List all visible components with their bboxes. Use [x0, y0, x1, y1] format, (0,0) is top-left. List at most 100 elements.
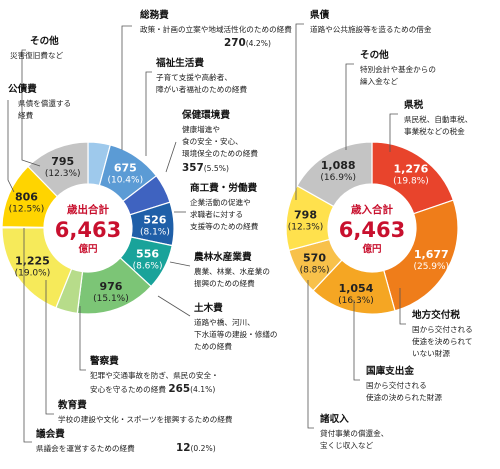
label-kensai: 県債 道路や公共施設等を造るための借金 [310, 9, 432, 34]
category-name: 総務費 [140, 9, 169, 21]
leader-line [389, 113, 398, 152]
slice-その他 [296, 141, 373, 208]
slice-pct-label: (8.6%) [133, 262, 163, 272]
category-name: 議会費 [36, 428, 65, 440]
leader-line [23, 228, 32, 443]
leader-line [399, 288, 406, 325]
svg-text:事業税などの税金: 事業税などの税金 [404, 126, 465, 136]
leader-line [45, 280, 54, 415]
svg-text:振興のための経費: 振興のための経費 [194, 278, 255, 288]
svg-text:食の安全・安心、: 食の安全・安心、 [182, 136, 243, 146]
slice-pct-label: (8.8%) [300, 265, 330, 275]
slice-value-label: 795 [51, 155, 74, 168]
slice-value-label: 675 [114, 161, 137, 174]
svg-text:企業活動の促進や: 企業活動の促進や [190, 197, 251, 207]
slice-pct-label: (12.3%) [288, 223, 324, 233]
leader-line [79, 306, 86, 371]
svg-text:特別会計や基金からの: 特別会計や基金からの [360, 64, 436, 74]
label-shoshunyu: 諸収入 貸付事業の償還金、 宝くじ収入など [320, 413, 388, 450]
category-name: 土木費 [194, 302, 223, 314]
label-kenzei: 県税 県民税、自動車税、 事業税などの税金 [404, 99, 472, 136]
svg-text:県民税、自動車税、: 県民税、自動車税、 [404, 114, 472, 124]
category-desc: 子育て支援や高齢者、 [156, 72, 232, 82]
category-desc: 道路や公共施設等を造るための借金 [310, 24, 432, 34]
svg-text:ための経費: ための経費 [194, 341, 232, 351]
svg-text:環境保全のための経費: 環境保全のための経費 [182, 148, 258, 158]
leader-line [145, 71, 152, 156]
category-name: 教育費 [57, 399, 87, 411]
revenue-center: 歳入合計 6,463 億円 [339, 203, 405, 255]
category-name: 福祉生活費 [155, 57, 204, 69]
label-kokko: 国庫支出金 国から交付される 使途の決められた財源 [366, 365, 442, 402]
label-gikai: 議会費 県議会を運営するための経費 12(0.2%) [36, 428, 216, 454]
category-name: 県債 [310, 9, 330, 21]
slice-pct-label: (19.0%) [15, 268, 51, 278]
slice-value-label: 570 [303, 251, 326, 264]
slice-value-label: 1,276 [394, 162, 429, 175]
expenditure-total-unit: 億円 [78, 243, 97, 255]
category-desc: 政策・計画の立案や地域活性化のための経費 [140, 24, 292, 34]
leader-line [345, 63, 354, 150]
expenditure-donut: 675(10.4%) 526(8.1%) 556(8.6%) 976(15.1%) 1,… [1, 141, 175, 315]
category-name: 公債費 [8, 83, 37, 95]
svg-text:国から交付される: 国から交付される [366, 380, 427, 390]
label-hoken: 保健環境費 健康増進や 食の安全・安心、 環境保全のための経費 357(5.5%… [181, 109, 258, 174]
slice-pct-label: (12.3%) [45, 169, 81, 179]
revenue-total-unit: 億円 [362, 243, 381, 255]
svg-text:農業、林業、水産業の: 農業、林業、水産業の [194, 266, 270, 276]
category-desc: 障がい者福祉のための経費 [156, 84, 248, 94]
category-value: 357(5.5%) [182, 162, 229, 174]
svg-text:宝くじ収入など: 宝くじ収入など [320, 440, 374, 450]
svg-text:いない財源: いない財源 [412, 348, 450, 358]
category-desc: 県議会を運営するための経費 [36, 443, 135, 453]
leader-lines [7, 23, 406, 443]
label-norin: 農林水産業費 農業、林業、水産業の 振興のための経費 [194, 251, 270, 288]
category-name: 国庫支出金 [366, 365, 414, 377]
category-name: 県税 [404, 99, 424, 111]
slice-value-label: 1,088 [321, 159, 356, 172]
category-value: 270(4.2%) [224, 37, 271, 49]
svg-text:県債を償還する: 県債を償還する [18, 98, 71, 108]
svg-text:国から交付される: 国から交付される [412, 324, 473, 334]
slice-value-label: 1,225 [15, 254, 50, 267]
svg-text:安心を守るための経費 265(4.1%): 安心を守るための経費 265(4.1%) [90, 383, 215, 395]
leader-line [353, 300, 360, 381]
category-value: 12(0.2%) [176, 442, 216, 454]
slice-pct-label: (25.9%) [413, 262, 449, 272]
leader-line [169, 261, 191, 267]
leader-line [165, 141, 177, 173]
slice-pct-label: (19.8%) [393, 176, 429, 186]
slice-pct-label: (15.1%) [93, 294, 129, 304]
svg-text:下水道等の建設・修繕の: 下水道等の建設・修繕の [194, 329, 278, 339]
label-sonota-exp: その他 災害復旧費など [10, 35, 64, 60]
slice-pct-label: (16.3%) [338, 296, 374, 306]
leader-line [121, 25, 132, 150]
slice-value-label: 798 [294, 209, 317, 222]
leader-line [157, 295, 191, 317]
slice-value-label: 526 [143, 214, 166, 227]
category-name: 農林水産業費 [194, 251, 252, 263]
label-fukushi: 福祉生活費 子育て支援や高齢者、 障がい者福祉のための経費 [155, 57, 248, 94]
label-kyoiku: 教育費 学校の建設や文化・スポーツを振興するための経費 [57, 399, 233, 424]
svg-text:繰入金など: 繰入金など [360, 76, 398, 86]
svg-text:使途を決められて: 使途を決められて [412, 336, 473, 346]
category-desc: 災害復旧費など [10, 50, 64, 60]
category-name: 諸収入 [320, 413, 349, 425]
label-doboku: 土木費 道路や橋、河川、 下水道等の建設・修繕の ための経費 [194, 302, 278, 351]
category-name: その他 [360, 49, 389, 61]
slice-pct-label: (10.4%) [107, 175, 143, 185]
slice-value-label: 1,054 [339, 282, 374, 295]
svg-text:道路や橋、河川、: 道路や橋、河川、 [194, 317, 255, 327]
label-kofuzei: 地方交付税 国から交付される 使途を決められて いない財源 [412, 309, 473, 358]
category-name: 地方交付税 [412, 309, 460, 321]
slice-value-label: 976 [99, 280, 122, 293]
label-shoko: 商工費・労働費 企業活動の促進や 求職者に対する 支援等のための経費 [190, 182, 259, 231]
revenue-total-value: 6,463 [339, 218, 405, 242]
label-sonota-rev: その他 特別会計や基金からの 繰入金など [360, 49, 436, 86]
slice-地方交付税 [383, 199, 459, 312]
slice-その他 [27, 141, 89, 198]
svg-text:犯罪や交通事故を防ぎ、県民の安全・: 犯罪や交通事故を防ぎ、県民の安全・ [90, 370, 219, 380]
slice-value-label: 806 [15, 191, 38, 204]
